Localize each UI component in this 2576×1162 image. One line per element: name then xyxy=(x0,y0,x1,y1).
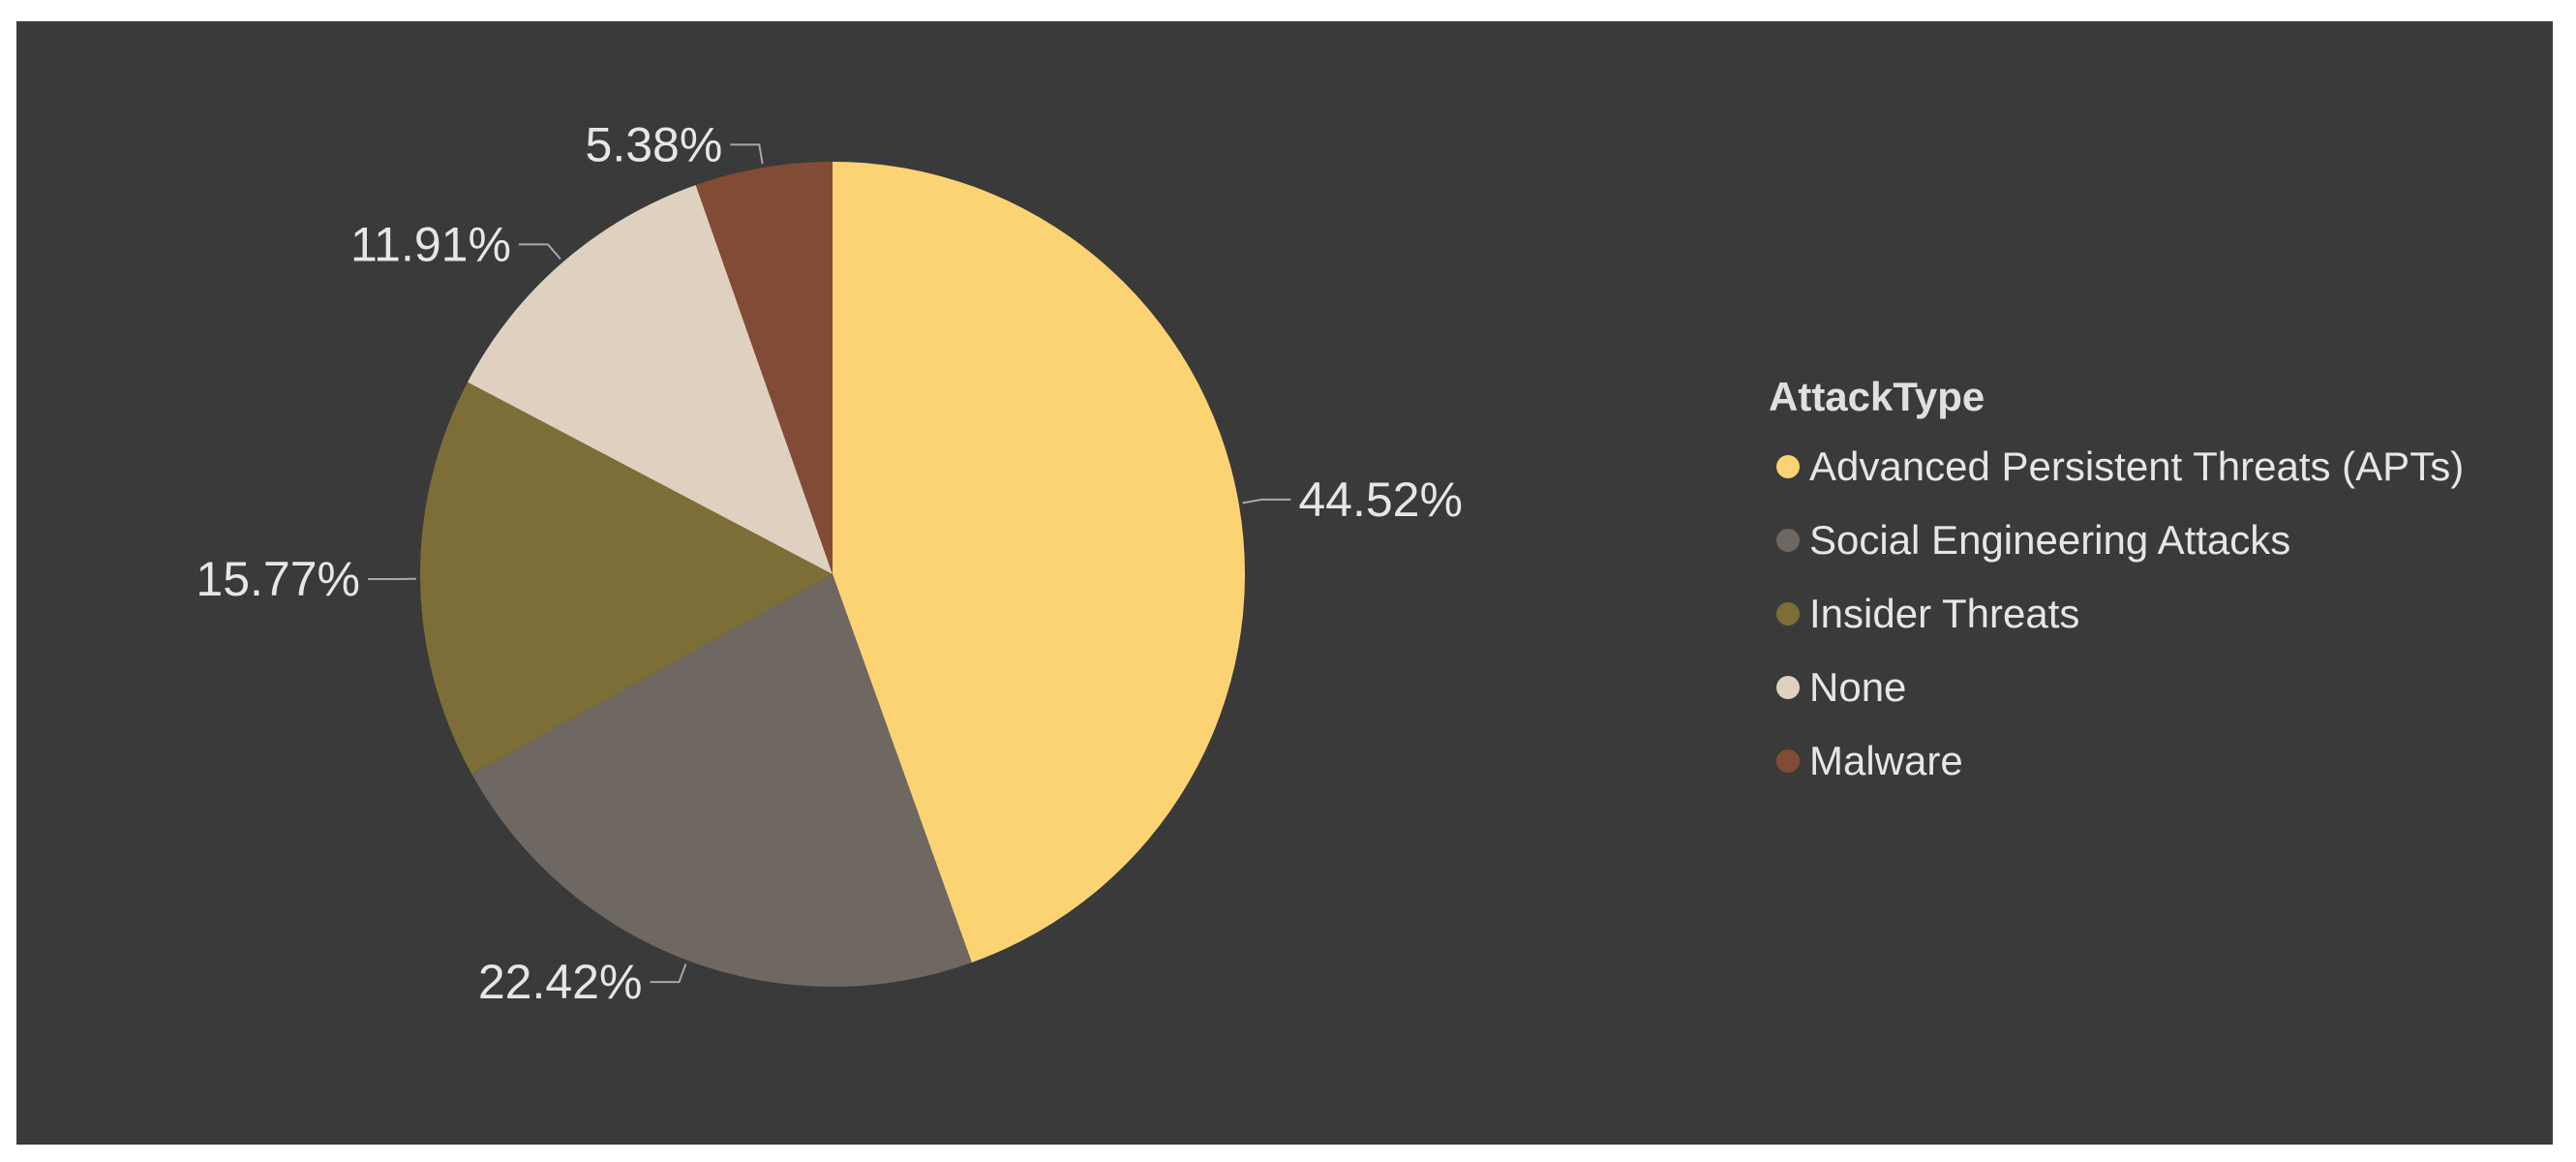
legend-swatch xyxy=(1776,529,1800,552)
pie-slices xyxy=(420,162,1245,987)
pie-slice[interactable] xyxy=(471,574,972,987)
legend-swatch xyxy=(1776,455,1800,478)
label-leader-line xyxy=(730,143,764,165)
chart-panel: 44.52% 22.42% 15.77% 11.91% 5.38% AttackType… xyxy=(16,21,2553,1145)
pie-slice[interactable] xyxy=(695,162,833,574)
legend-swatch xyxy=(1776,749,1800,773)
legend-item[interactable]: Advanced Persistent Threats (APTs) xyxy=(1769,430,2464,504)
label-leader-line xyxy=(650,963,687,984)
pie-slice[interactable] xyxy=(420,382,833,775)
label-leader-line xyxy=(518,243,561,260)
legend-label: Social Engineering Attacks xyxy=(1809,517,2291,563)
pie-chart: 44.52% 22.42% 15.77% 11.91% 5.38% xyxy=(196,117,1463,1009)
slice-percent-label: 5.38% xyxy=(586,117,723,171)
legend: AttackType Advanced Persistent Threats (… xyxy=(1769,370,2464,798)
legend-swatch xyxy=(1776,676,1800,699)
legend-label: Advanced Persistent Threats (APTs) xyxy=(1809,443,2465,489)
legend-label: Malware xyxy=(1809,738,1963,783)
legend-item[interactable]: None xyxy=(1769,651,2464,724)
label-leader-line xyxy=(1242,498,1291,505)
legend-item[interactable]: Insider Threats xyxy=(1769,577,2464,651)
legend-item[interactable]: Social Engineering Attacks xyxy=(1769,504,2464,577)
legend-item[interactable]: Malware xyxy=(1769,724,2464,798)
pie-slice[interactable] xyxy=(833,162,1245,963)
pie-labels: 44.52% 22.42% 15.77% 11.91% 5.38% xyxy=(196,117,1463,1009)
slice-percent-label: 11.91% xyxy=(350,217,511,271)
legend-label: Insider Threats xyxy=(1809,591,2080,636)
slice-percent-label: 22.42% xyxy=(478,955,643,1009)
slice-percent-label: 44.52% xyxy=(1298,473,1463,527)
legend-label: None xyxy=(1809,664,1907,710)
pie-slice[interactable] xyxy=(468,185,833,574)
legend-swatch xyxy=(1776,602,1800,626)
slice-percent-label: 15.77% xyxy=(196,552,360,606)
legend-title: AttackType xyxy=(1769,374,1985,419)
